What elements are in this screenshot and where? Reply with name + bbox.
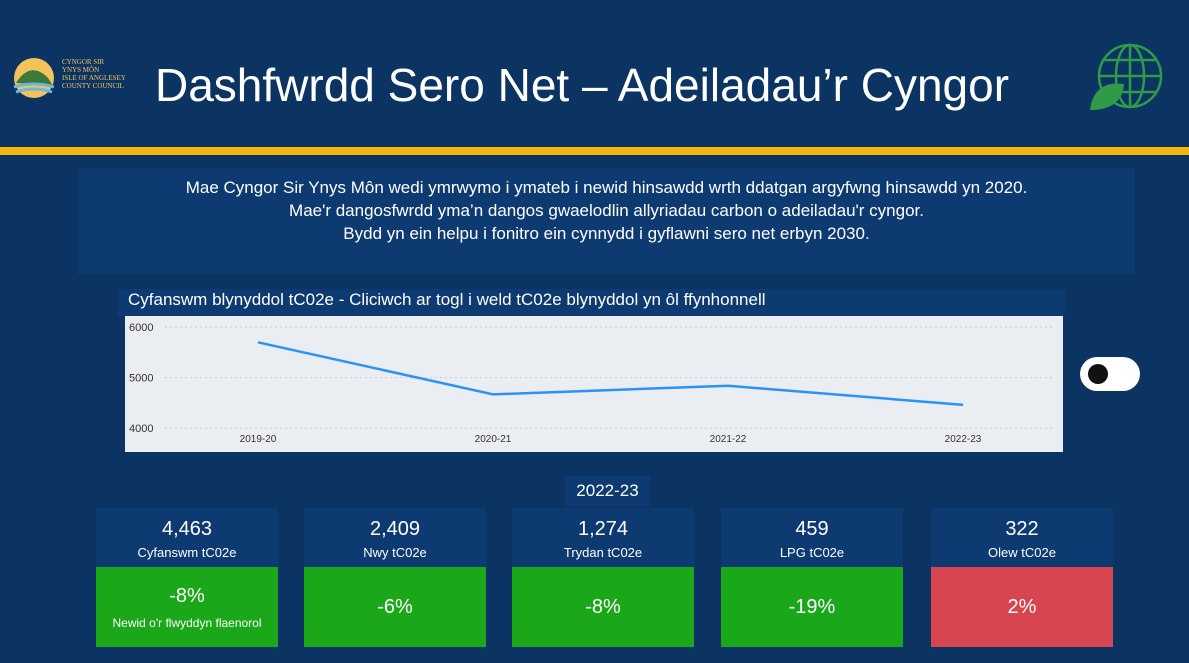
- kpi-note: Newid o'r flwyddyn flaenorol: [112, 615, 262, 630]
- kpi-value: 2,409: [369, 518, 421, 540]
- logo: [13, 58, 55, 98]
- kpi-value: 1,274: [577, 518, 629, 540]
- globe-icon: [1090, 43, 1163, 110]
- kpi-label: Cyfanswm tC02e: [137, 545, 237, 560]
- x-tick-label: 2022-23: [945, 434, 982, 445]
- kpi-header: 459 LPG tC02e: [721, 508, 903, 567]
- toggle-knob[interactable]: [1088, 364, 1108, 384]
- logo-line: ISLE OF ANGLESEY: [62, 74, 126, 82]
- kpi-change-value: -8%: [169, 584, 205, 607]
- accent-bar: [0, 147, 1189, 155]
- intro-line: Bydd yn ein helpu i fonitro ein cynnydd …: [343, 224, 870, 243]
- kpi-header: 1,274 Trydan tC02e: [512, 508, 694, 567]
- y-tick-label: 4000: [129, 423, 153, 435]
- kpi-change-value: -6%: [377, 595, 413, 618]
- intro-line: Mae'r dangosfwrdd yma’n dangos gwaelodli…: [289, 201, 924, 220]
- x-tick-label: 2021-22: [710, 434, 747, 445]
- kpi-label: Olew tC02e: [988, 545, 1056, 560]
- kpi-card: 2,409 Nwy tC02e -6%: [304, 508, 486, 647]
- kpi-card: 4,463 Cyfanswm tC02e -8% Newid o'r flwyddyn…: [96, 508, 278, 647]
- intro-line: Mae Cyngor Sir Ynys Môn wedi ymrwymo i y…: [185, 178, 1028, 197]
- x-tick-label: 2020-21: [475, 434, 512, 445]
- kpi-change-value: 2%: [1007, 595, 1037, 618]
- kpi-label: Trydan tC02e: [563, 545, 643, 560]
- year-label: 2022-23: [565, 476, 650, 506]
- toggle[interactable]: [1080, 357, 1140, 391]
- kpi-change: 2%: [931, 567, 1113, 647]
- chart: 4000 5000 6000 2019-20 2020-21 2021-22 2022-23: [125, 316, 1063, 452]
- kpi-change: -19%: [721, 567, 903, 647]
- chart-title: Cyfanswm blynyddol tC02e - Cliciwch ar t…: [118, 289, 1065, 316]
- y-tick-label: 5000: [129, 373, 153, 385]
- line: [257, 341, 964, 407]
- intro: Mae Cyngor Sir Ynys Môn wedi ymrwymo i y…: [78, 168, 1135, 274]
- kpi-change-value: -8%: [585, 595, 621, 618]
- x-tick-label: 2019-20: [240, 434, 277, 445]
- kpi-change-value: -19%: [788, 595, 836, 618]
- kpi-card: 322 Olew tC02e 2%: [931, 508, 1113, 647]
- kpi-change: -6%: [304, 567, 486, 647]
- page-title: Dashfwrdd Sero Net – Adeiladau’r Cyngor: [155, 59, 1010, 111]
- kpi-value: 4,463: [161, 518, 213, 540]
- kpi-label: Nwy tC02e: [363, 545, 427, 560]
- kpi-header: 4,463 Cyfanswm tC02e: [96, 508, 278, 567]
- kpi-header: 322 Olew tC02e: [931, 508, 1113, 567]
- kpi-value: 459: [795, 518, 829, 540]
- kpi-card: 459 LPG tC02e -19%: [721, 508, 903, 647]
- plot-background: [125, 316, 1063, 452]
- logo-line: YNYS MÔN: [62, 66, 100, 74]
- kpi-label: LPG tC02e: [779, 545, 845, 560]
- kpi-card: 1,274 Trydan tC02e -8%: [512, 508, 694, 647]
- kpi-change: -8% Newid o'r flwyddyn flaenorol: [96, 567, 278, 647]
- logo-line: CYNGOR SIR: [62, 58, 105, 66]
- kpi-change: -8%: [512, 567, 694, 647]
- y-tick-label: 6000: [129, 322, 153, 334]
- logo-text: CYNGOR SIR YNYS MÔN ISLE OF ANGLESEY COUNTY…: [62, 58, 126, 90]
- kpi-header: 2,409 Nwy tC02e: [304, 508, 486, 567]
- logo-line: COUNTY COUNCIL: [62, 82, 124, 90]
- kpi-value: 322: [1005, 518, 1039, 540]
